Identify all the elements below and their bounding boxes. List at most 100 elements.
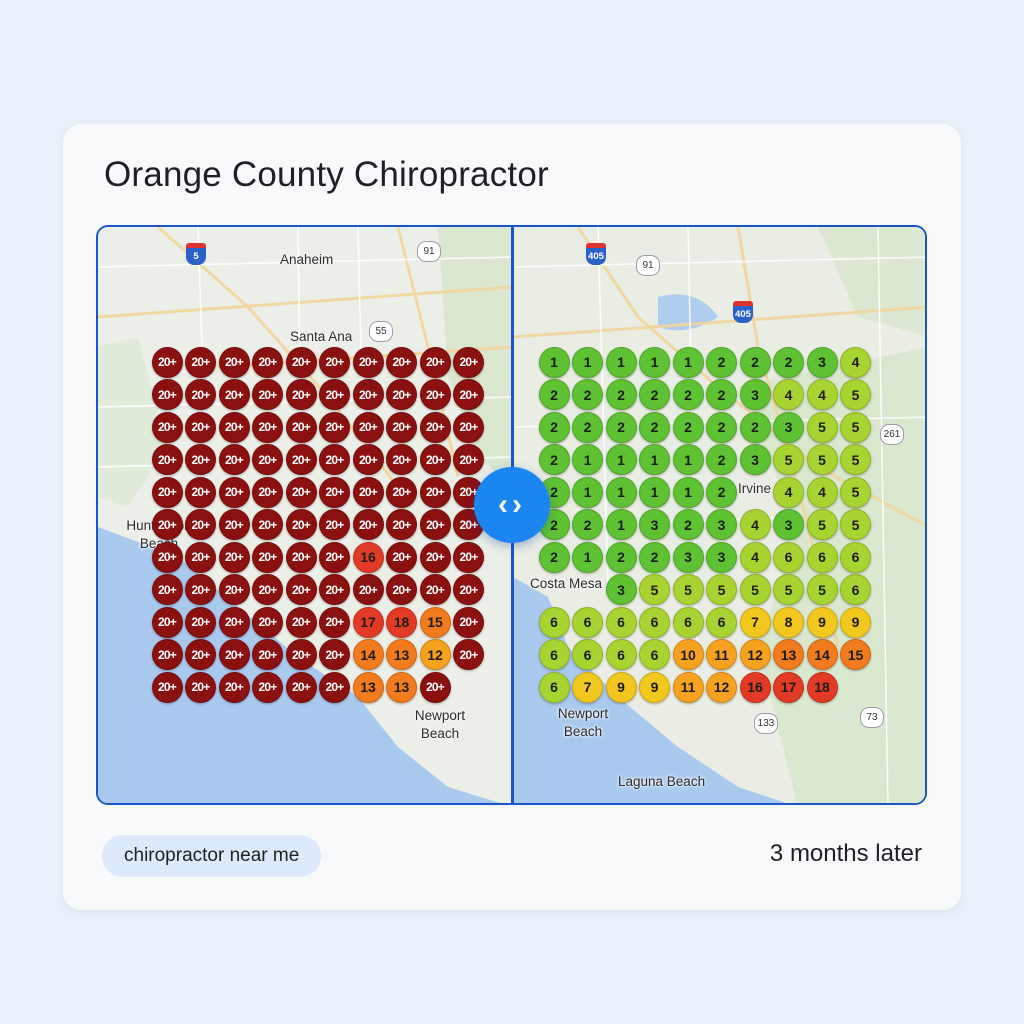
keyword-chip[interactable]: chiropractor near me	[102, 835, 322, 877]
rank-pin[interactable]: 20+	[319, 606, 350, 638]
rank-pin[interactable]: 20+	[386, 379, 417, 410]
rank-pin[interactable]: 4	[806, 379, 838, 410]
rank-pin[interactable]: 20+	[185, 444, 216, 475]
rank-pin[interactable]: 20+	[218, 509, 250, 540]
rank-pin[interactable]: 4	[773, 476, 804, 508]
rank-pin[interactable]: 5	[840, 509, 871, 540]
rank-pin[interactable]: 1	[605, 444, 637, 475]
rank-pin[interactable]: 4	[840, 346, 871, 378]
rank-pin[interactable]: 20+	[419, 346, 451, 378]
rank-pin[interactable]: 1	[672, 444, 704, 475]
rank-pin[interactable]: 20+	[185, 671, 216, 703]
rank-pin[interactable]: 2	[739, 411, 771, 443]
rank-pin[interactable]: 20+	[352, 346, 384, 378]
rank-pin[interactable]: 20+	[185, 639, 216, 670]
rank-pin[interactable]: 20+	[151, 346, 183, 378]
rank-pin[interactable]: 20+	[453, 346, 484, 378]
rank-pin[interactable]: 2	[672, 509, 704, 540]
rank-pin[interactable]: 4	[739, 509, 771, 540]
rank-pin[interactable]: 6	[706, 606, 737, 638]
rank-pin[interactable]: 6	[840, 574, 871, 605]
rank-pin[interactable]: 20+	[252, 639, 283, 670]
rank-pin[interactable]: 4	[806, 476, 838, 508]
rank-pin[interactable]: 12	[739, 639, 771, 670]
rank-pin[interactable]: 20+	[352, 476, 384, 508]
rank-pin[interactable]: 14	[806, 639, 838, 670]
rank-pin[interactable]: 2	[538, 411, 570, 443]
rank-pin[interactable]: 4	[773, 379, 804, 410]
rank-pin[interactable]: 20+	[218, 606, 250, 638]
rank-pin[interactable]: 14	[352, 639, 384, 670]
rank-pin[interactable]: 5	[773, 444, 804, 475]
rank-pin[interactable]: 20+	[386, 346, 417, 378]
compare-slider-button[interactable]: ‹›	[474, 467, 550, 543]
rank-pin[interactable]: 20+	[285, 411, 317, 443]
rank-pin[interactable]: 20+	[151, 509, 183, 540]
rank-pin[interactable]: 9	[840, 606, 871, 638]
rank-pin[interactable]: 1	[605, 509, 637, 540]
rank-pin[interactable]: 1	[639, 476, 670, 508]
rank-pin[interactable]: 20+	[285, 671, 317, 703]
rank-pin[interactable]: 9	[605, 671, 637, 703]
rank-pin[interactable]: 20+	[185, 346, 216, 378]
rank-pin[interactable]: 18	[386, 606, 417, 638]
rank-pin[interactable]: 20+	[252, 379, 283, 410]
rank-pin[interactable]: 1	[672, 476, 704, 508]
rank-pin[interactable]: 9	[806, 606, 838, 638]
rank-pin[interactable]: 20+	[319, 444, 350, 475]
rank-pin[interactable]: 20+	[151, 541, 183, 573]
rank-pin[interactable]: 3	[672, 541, 704, 573]
rank-pin[interactable]: 20+	[252, 411, 283, 443]
rank-pin[interactable]: 20+	[285, 444, 317, 475]
rank-pin[interactable]: 6	[538, 639, 570, 670]
rank-pin[interactable]: 5	[806, 509, 838, 540]
rank-pin[interactable]: 20+	[285, 476, 317, 508]
rank-pin[interactable]: 2	[672, 411, 704, 443]
rank-pin[interactable]: 2	[706, 379, 737, 410]
rank-pin[interactable]: 20+	[319, 541, 350, 573]
rank-pin[interactable]: 6	[572, 639, 603, 670]
rank-pin[interactable]: 1	[639, 444, 670, 475]
rank-pin[interactable]: 20+	[218, 541, 250, 573]
rank-pin[interactable]: 18	[806, 671, 838, 703]
rank-pin[interactable]: 20+	[285, 346, 317, 378]
rank-pin[interactable]: 10	[672, 639, 704, 670]
rank-pin[interactable]: 20+	[285, 379, 317, 410]
rank-pin[interactable]: 13	[386, 639, 417, 670]
rank-pin[interactable]: 20+	[352, 509, 384, 540]
map-comparison[interactable]: Anaheim Santa Ana Huntington Beach Newpo…	[96, 225, 927, 805]
rank-pin[interactable]: 2	[639, 379, 670, 410]
rank-pin[interactable]: 20+	[151, 574, 183, 605]
rank-pin[interactable]: 20+	[151, 379, 183, 410]
rank-pin[interactable]: 5	[639, 574, 670, 605]
rank-pin[interactable]: 20+	[252, 606, 283, 638]
rank-pin[interactable]: 2	[706, 476, 737, 508]
rank-pin[interactable]: 1	[605, 346, 637, 378]
rank-pin[interactable]: 2	[572, 509, 603, 540]
rank-pin[interactable]: 2	[605, 411, 637, 443]
rank-pin[interactable]: 20+	[419, 444, 451, 475]
rank-pin[interactable]: 15	[840, 639, 871, 670]
rank-pin[interactable]: 1	[572, 476, 603, 508]
rank-pin[interactable]: 20+	[252, 346, 283, 378]
rank-pin[interactable]: 1	[572, 346, 603, 378]
rank-pin[interactable]: 20+	[319, 476, 350, 508]
rank-pin[interactable]: 1	[572, 541, 603, 573]
rank-pin[interactable]: 20+	[151, 444, 183, 475]
rank-pin[interactable]: 20+	[285, 541, 317, 573]
rank-pin[interactable]: 5	[706, 574, 737, 605]
rank-pin[interactable]: 12	[706, 671, 737, 703]
rank-pin[interactable]: 20+	[386, 574, 417, 605]
rank-pin[interactable]: 2	[706, 346, 737, 378]
rank-pin[interactable]: 20+	[218, 411, 250, 443]
rank-pin[interactable]: 20+	[419, 671, 451, 703]
rank-pin[interactable]: 2	[706, 411, 737, 443]
rank-pin[interactable]: 20+	[185, 606, 216, 638]
rank-pin[interactable]: 20+	[185, 476, 216, 508]
rank-pin[interactable]: 2	[639, 541, 670, 573]
rank-pin[interactable]: 20+	[252, 509, 283, 540]
rank-pin[interactable]: 3	[806, 346, 838, 378]
rank-pin[interactable]: 2	[605, 541, 637, 573]
rank-pin[interactable]: 2	[773, 346, 804, 378]
rank-pin[interactable]: 6	[639, 606, 670, 638]
